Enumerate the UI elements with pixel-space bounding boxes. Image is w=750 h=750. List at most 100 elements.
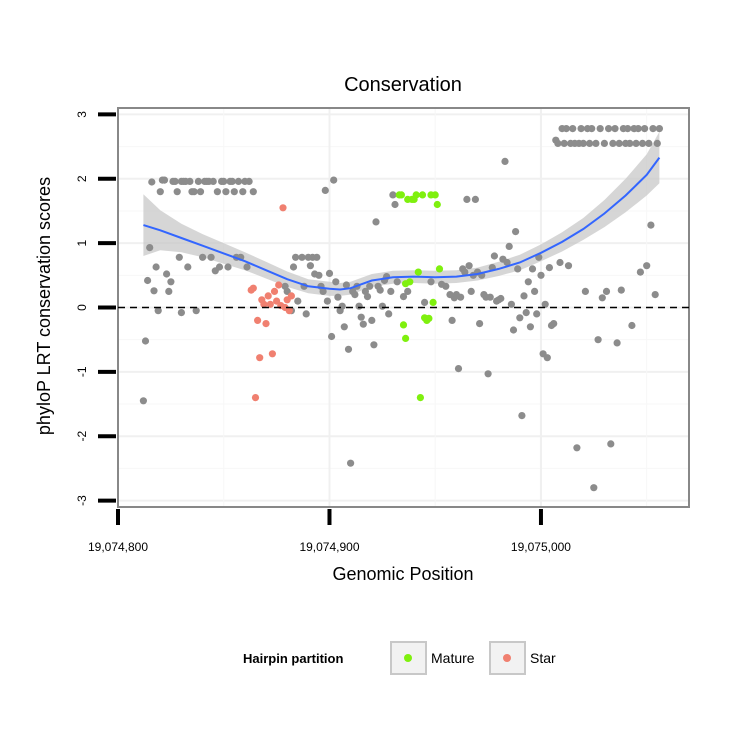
data-point-other xyxy=(581,287,590,295)
data-point-other xyxy=(467,287,475,295)
data-point-other xyxy=(655,125,664,133)
data-point-other xyxy=(573,444,581,452)
y-tick-label: -2 xyxy=(75,431,89,442)
data-point-other xyxy=(554,139,562,147)
data-point-other xyxy=(607,440,615,448)
points-layer xyxy=(139,125,664,492)
data-point-other xyxy=(340,323,348,331)
data-point-mature xyxy=(412,191,420,199)
data-point-other xyxy=(590,484,598,492)
data-point-star xyxy=(273,297,281,305)
data-point-other xyxy=(586,139,594,147)
data-point-other xyxy=(564,262,573,270)
data-point-other xyxy=(634,125,642,133)
x-axis: 19,074,800 19,074,900 19,075,000 xyxy=(88,509,571,554)
data-point-other xyxy=(605,125,613,133)
data-point-other xyxy=(522,309,530,317)
data-point-other xyxy=(359,320,367,328)
data-point-other xyxy=(156,188,164,196)
y-tick-label: 2 xyxy=(75,175,89,182)
data-point-other xyxy=(175,253,183,261)
data-point-other xyxy=(520,292,528,300)
data-point-other xyxy=(224,263,232,271)
data-point-other xyxy=(649,125,657,133)
data-point-other xyxy=(213,188,221,196)
data-point-other xyxy=(457,293,465,301)
y-tick-label: 3 xyxy=(75,111,89,118)
data-point-other xyxy=(484,370,492,378)
data-point-other xyxy=(579,139,587,147)
data-point-star xyxy=(249,284,257,292)
data-point-other xyxy=(165,287,173,295)
data-point-other xyxy=(641,125,649,133)
data-point-other xyxy=(150,287,158,295)
data-point-other xyxy=(461,268,469,276)
data-point-other xyxy=(351,291,359,299)
data-point-star xyxy=(287,292,295,300)
data-point-other xyxy=(370,341,378,349)
data-point-other xyxy=(306,262,314,270)
data-point-other xyxy=(230,188,238,196)
data-point-other xyxy=(647,221,655,229)
data-point-other xyxy=(615,139,623,147)
data-point-other xyxy=(613,339,621,347)
data-point-mature xyxy=(429,298,437,306)
data-point-other xyxy=(378,302,386,310)
data-point-other xyxy=(315,271,323,279)
data-point-other xyxy=(139,397,147,405)
smooth-line xyxy=(143,157,661,291)
data-point-other xyxy=(560,139,568,147)
x-tick-label: 19,075,000 xyxy=(511,540,571,554)
y-tick-label: -3 xyxy=(75,495,89,506)
data-point-other xyxy=(638,139,647,147)
legend: Hairpin partition Mature Star xyxy=(243,641,556,675)
data-point-other xyxy=(588,125,596,133)
data-point-other xyxy=(372,218,380,226)
data-point-other xyxy=(609,139,617,147)
data-point-star xyxy=(270,287,279,295)
data-point-other xyxy=(628,321,636,330)
data-point-other xyxy=(292,253,300,261)
data-point-other xyxy=(632,139,640,147)
data-point-other xyxy=(152,263,160,271)
data-point-other xyxy=(334,293,342,301)
data-point-mature xyxy=(414,268,422,276)
data-point-other xyxy=(643,262,651,270)
data-point-other xyxy=(234,177,243,185)
data-point-other xyxy=(600,139,609,147)
data-point-other xyxy=(533,310,541,318)
data-point-other xyxy=(454,365,463,373)
data-point-other xyxy=(577,125,585,133)
data-point-mature xyxy=(433,200,441,209)
data-point-other xyxy=(338,302,346,310)
data-point-other xyxy=(427,278,435,286)
data-point-other xyxy=(594,336,602,344)
data-point-mature xyxy=(431,191,439,199)
data-point-other xyxy=(363,293,372,301)
data-point-other xyxy=(177,309,185,317)
data-point-other xyxy=(516,314,524,322)
data-point-other xyxy=(245,177,253,185)
data-point-other xyxy=(163,270,171,278)
data-point-other xyxy=(404,287,412,295)
confidence-ribbon xyxy=(143,131,660,296)
data-point-star xyxy=(254,316,262,324)
x-tick-label: 19,074,800 xyxy=(88,540,148,554)
data-point-other xyxy=(503,258,511,267)
data-point-star xyxy=(285,307,293,315)
data-point-star xyxy=(268,350,276,358)
legend-marker-mature xyxy=(404,654,412,662)
data-point-mature xyxy=(399,321,408,329)
data-point-other xyxy=(541,300,549,308)
data-point-other xyxy=(442,282,450,290)
data-point-other xyxy=(342,281,350,289)
data-point-other xyxy=(617,286,625,294)
data-point-other xyxy=(537,271,545,279)
data-point-mature xyxy=(418,191,427,199)
data-point-other xyxy=(526,323,535,331)
data-point-other xyxy=(497,294,505,303)
y-tick-label: 0 xyxy=(75,304,89,311)
data-point-other xyxy=(173,188,181,196)
data-point-other xyxy=(501,157,509,165)
